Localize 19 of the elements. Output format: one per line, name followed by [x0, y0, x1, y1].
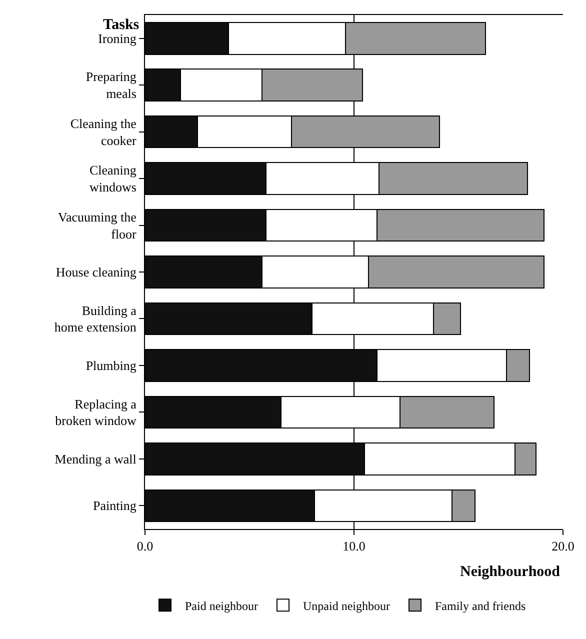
legend-label: Unpaid neighbour	[303, 598, 390, 613]
y-tick-label: House cleaning	[56, 264, 137, 280]
y-tick-label: Mending a wall	[54, 451, 137, 466]
x-tick-label: 20.0	[552, 538, 574, 554]
y-tick-label: Preparing meals	[86, 69, 137, 102]
y-tick-label: Building a home extension	[54, 302, 137, 335]
y-tick-label: Plumbing	[86, 358, 137, 373]
legend-label: Paid neighbour	[185, 598, 258, 613]
y-tick-label: Replacing a broken window	[55, 396, 137, 428]
legend-label: Family and friends	[434, 598, 526, 613]
y-axis-title: Tasks	[103, 17, 140, 33]
y-tick-label: Ironing	[98, 30, 137, 46]
x-tick-label: 10.0	[342, 538, 366, 554]
y-tick-label: Cleaning windows	[89, 162, 137, 195]
y-tick-label: Painting	[93, 498, 137, 514]
y-tick-label: Cleaning the cooker	[70, 116, 138, 148]
x-tick-label: 0.0	[136, 538, 154, 554]
y-tick-label: Vacuuming the floor	[58, 209, 138, 242]
x-axis-title: Neighbourhood	[460, 564, 561, 580]
